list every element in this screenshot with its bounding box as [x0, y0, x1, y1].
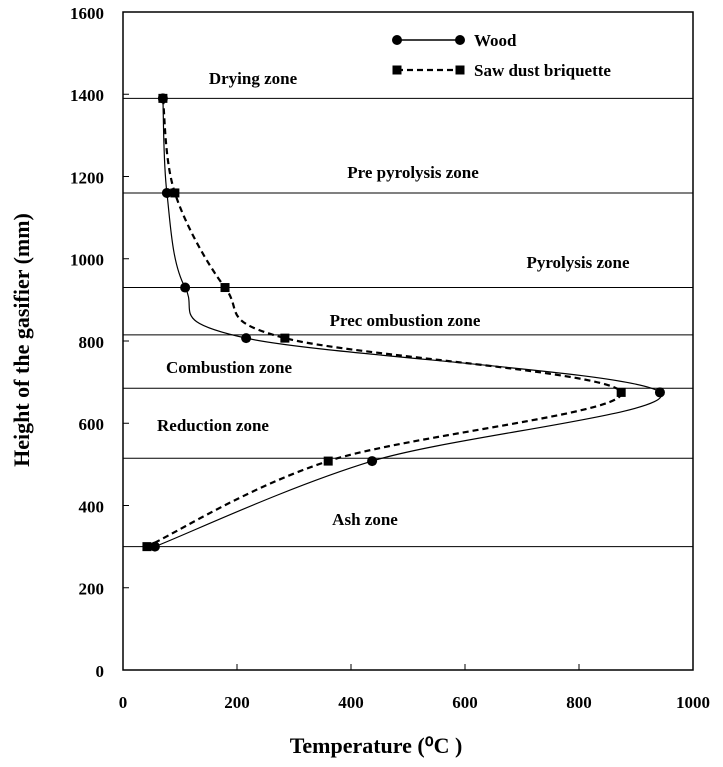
data-point [220, 283, 230, 293]
zone-label: Pre pyrolysis zone [347, 163, 479, 182]
data-point [170, 188, 180, 198]
y-tick-label: 400 [79, 497, 105, 516]
x-tick-label: 400 [338, 693, 364, 712]
y-tick-label: 1400 [70, 86, 104, 105]
y-axis-label: Height of the gasifier (mm) [9, 213, 34, 467]
x-tick-label: 600 [452, 693, 478, 712]
y-tick-label: 1600 [70, 4, 104, 23]
data-point [161, 187, 172, 198]
y-tick-label: 800 [79, 333, 105, 352]
data-point [654, 387, 665, 398]
data-point [149, 541, 160, 552]
zone-label: Prec ombustion zone [330, 311, 481, 330]
legend-marker [455, 65, 465, 75]
data-point [158, 93, 168, 103]
zone-label: Ash zone [332, 510, 398, 529]
x-axis-label: Temperature (⁰C ) [290, 733, 463, 758]
data-point [323, 456, 333, 466]
x-tick-label: 0 [119, 693, 128, 712]
data-point [241, 333, 252, 344]
y-tick-label: 1200 [70, 168, 104, 187]
x-tick-label: 800 [566, 693, 592, 712]
x-tick-label: 200 [224, 693, 250, 712]
data-point [367, 456, 378, 467]
y-tick-label: 200 [79, 580, 105, 599]
y-tick-label: 0 [96, 662, 105, 681]
data-point [142, 542, 152, 552]
legend-label: Saw dust briquette [474, 61, 611, 80]
zone-label: Drying zone [209, 69, 298, 88]
legend-label: Wood [474, 31, 517, 50]
legend-marker [455, 35, 465, 45]
plot-frame [122, 11, 694, 671]
legend-marker [392, 65, 402, 75]
data-point [180, 282, 191, 293]
x-tick-label: 1000 [676, 693, 710, 712]
zone-label: Pyrolysis zone [526, 253, 630, 272]
legend-marker [392, 35, 402, 45]
data-point [616, 387, 626, 397]
y-tick-label: 600 [79, 415, 105, 434]
data-point [280, 333, 290, 343]
y-tick-label: 1000 [70, 251, 104, 270]
zone-label: Reduction zone [157, 416, 269, 435]
zone-label: Combustion zone [166, 358, 293, 377]
